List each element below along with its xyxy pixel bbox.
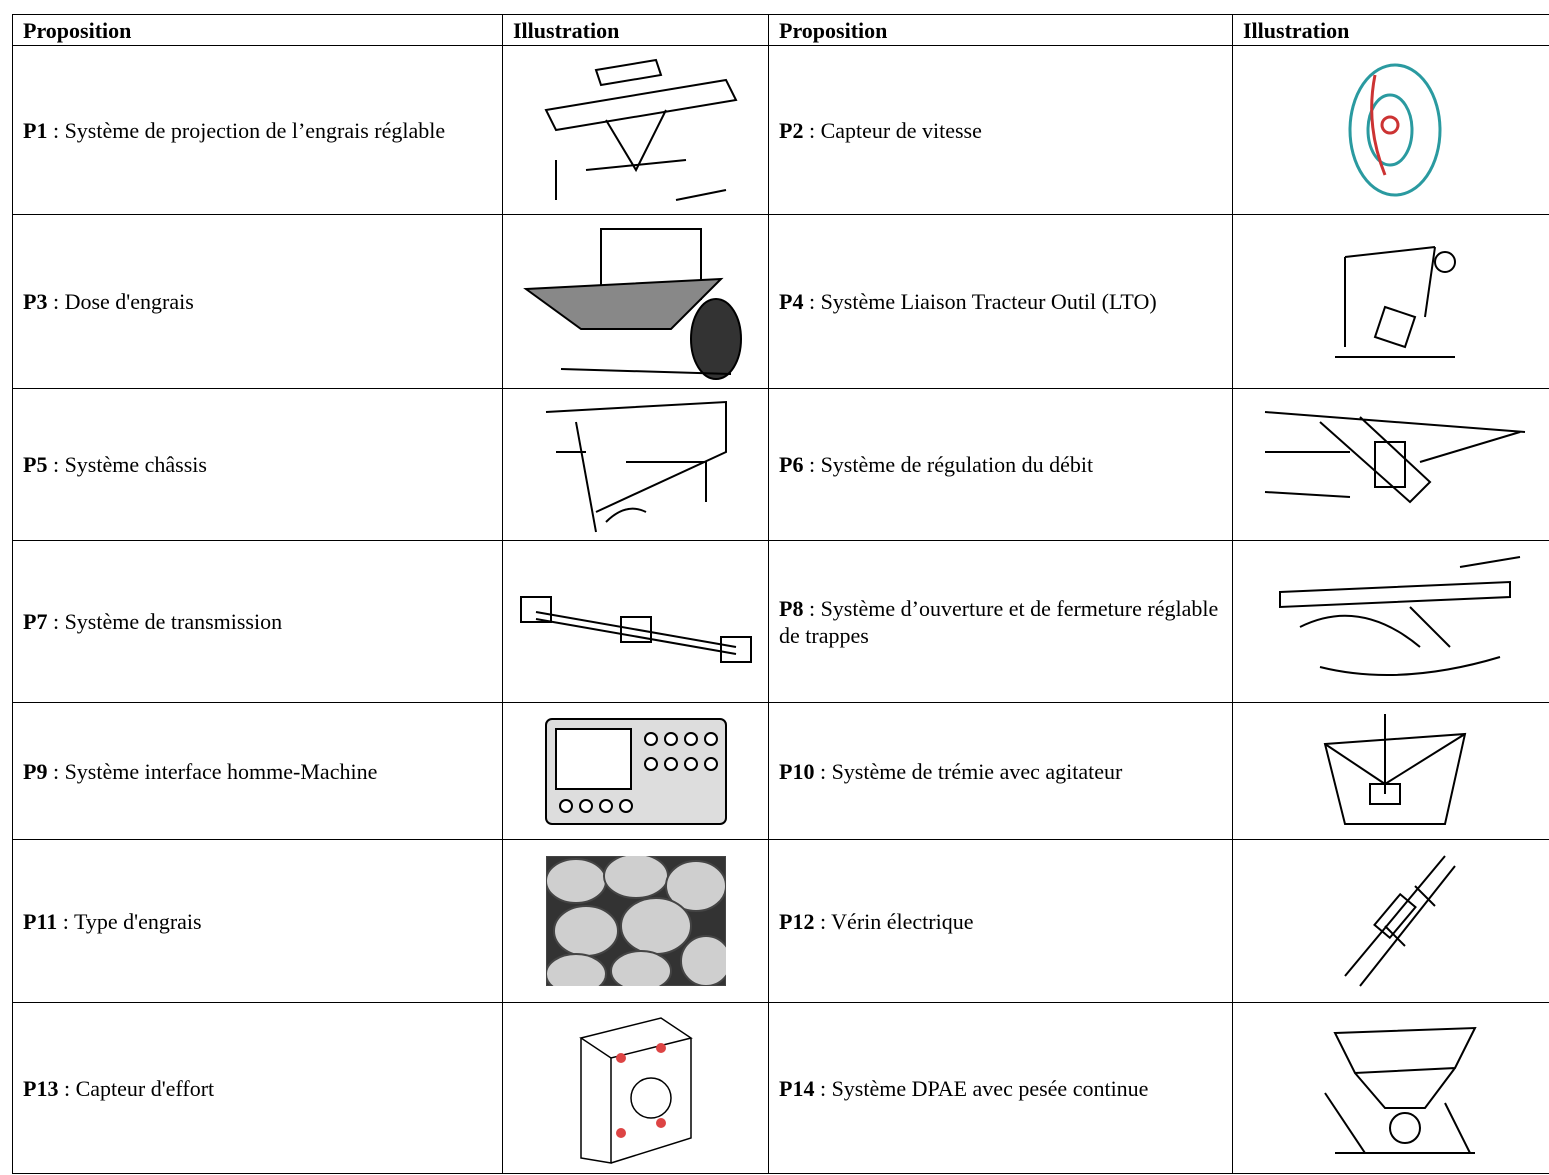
proposition-cell: P12 : Vérin électrique (768, 839, 1233, 1003)
proposition-cell: P11 : Type d'engrais (12, 839, 503, 1003)
proposition-cell: P2 : Capteur de vitesse (768, 45, 1233, 215)
proposition-text: : Système DPAE avec pesée continue (819, 1075, 1149, 1101)
proposition-text: : Dose d'engrais (52, 289, 194, 314)
proposition-code: P12 (779, 908, 815, 934)
illustration (545, 856, 726, 986)
column-header: Proposition (768, 14, 1233, 46)
proposition-code: P7 (23, 609, 48, 634)
proposition-text: : Système de transmission (52, 609, 283, 634)
illustration-cell (1232, 45, 1549, 215)
illustration-cell (502, 214, 769, 389)
table-row: P5 : Système châssis P6 : Système de régu… (12, 388, 1549, 541)
proposition-code: P4 (779, 289, 804, 314)
table-row: P7 : Système de transmission P8 : Système… (12, 540, 1549, 703)
proposition-text: : Capteur d'effort (63, 1075, 215, 1101)
illustration (544, 717, 727, 825)
proposition-text: : Type d'engrais (62, 908, 202, 934)
proposition-cell: P3 : Dose d'engrais (12, 214, 503, 389)
column-header: Proposition (12, 14, 503, 46)
proposition-text: : Système interface homme-Machine (52, 758, 378, 784)
illustration-cell (1232, 214, 1549, 389)
illustration-cell (1232, 839, 1549, 1003)
proposition-code: P5 (23, 452, 48, 477)
illustration-cell (1232, 540, 1549, 703)
proposition-cell: P10 : Système de trémie avec agitateur (768, 702, 1233, 840)
illustration-cell (502, 839, 769, 1003)
proposition-text: : Système de projection de l’engrais rég… (52, 117, 446, 143)
proposition-code: P8 (779, 595, 804, 621)
header-row: Proposition Illustration Proposition Illust… (12, 14, 1549, 46)
proposition-cell: P8 : Système d’ouverture et de fermeture… (768, 540, 1233, 703)
illustration (522, 228, 742, 380)
table-row: P1 : Système de projection de l’engrais … (12, 45, 1549, 215)
illustration-cell (1232, 388, 1549, 541)
illustration-cell (1232, 702, 1549, 840)
illustration-cell (1232, 1002, 1549, 1174)
illustration (519, 595, 752, 663)
proposition-text: : Capteur de vitesse (808, 117, 982, 143)
illustration-cell (502, 45, 769, 215)
illustration (1264, 411, 1526, 504)
proposition-cell: P9 : Système interface homme-Machine (12, 702, 503, 840)
proposition-code: P3 (23, 289, 48, 314)
illustration (1344, 855, 1456, 987)
illustration (1279, 555, 1521, 676)
proposition-text: : Vérin électrique (819, 908, 974, 934)
illustration (545, 400, 727, 533)
table-row: P3 : Dose d'engrais P4 : Système Liaison … (12, 214, 1549, 389)
proposition-text: : Système de régulation du débit (808, 452, 1094, 477)
proposition-cell: P5 : Système châssis (12, 388, 503, 541)
proposition-code: P11 (23, 908, 58, 934)
proposition-cell: P6 : Système de régulation du débit (768, 388, 1233, 541)
proposition-cell: P1 : Système de projection de l’engrais … (12, 45, 503, 215)
proposition-table: Proposition Illustration Proposition Illust… (12, 14, 1549, 1174)
illustration (1348, 63, 1442, 197)
table-row: P11 : Type d'engrais P12 : Vérin électriq… (12, 839, 1549, 1003)
illustration (544, 58, 737, 201)
proposition-code: P1 (23, 117, 48, 143)
proposition-text: : Système Liaison Tracteur Outil (LTO) (808, 289, 1157, 314)
proposition-text: : Système de trémie avec agitateur (819, 758, 1123, 784)
illustration (1335, 245, 1456, 358)
proposition-cell: P7 : Système de transmission (12, 540, 503, 703)
proposition-code: P10 (779, 758, 815, 784)
proposition-code: P13 (23, 1075, 59, 1101)
illustration (1323, 713, 1467, 825)
illustration-cell (502, 1002, 769, 1174)
column-header: Illustration (1232, 14, 1549, 46)
illustration-cell (502, 702, 769, 840)
illustration (578, 1017, 693, 1164)
illustration (1324, 1026, 1477, 1154)
illustration-cell (502, 540, 769, 703)
illustration-cell (502, 388, 769, 541)
table-row: P9 : Système interface homme-Machine P10 … (12, 702, 1549, 840)
column-header: Illustration (502, 14, 769, 46)
table-row: P13 : Capteur d'effort P14 : Système DPAE… (12, 1002, 1549, 1174)
proposition-cell: P13 : Capteur d'effort (12, 1002, 503, 1174)
proposition-cell: P14 : Système DPAE avec pesée continue (768, 1002, 1233, 1174)
proposition-code: P9 (23, 758, 48, 784)
proposition-code: P2 (779, 117, 804, 143)
proposition-code: P6 (779, 452, 804, 477)
proposition-code: P14 (779, 1075, 815, 1101)
proposition-text: : Système d’ouverture et de fermeture ré… (779, 595, 1219, 648)
proposition-text: : Système châssis (52, 452, 207, 477)
proposition-cell: P4 : Système Liaison Tracteur Outil (LTO… (768, 214, 1233, 389)
